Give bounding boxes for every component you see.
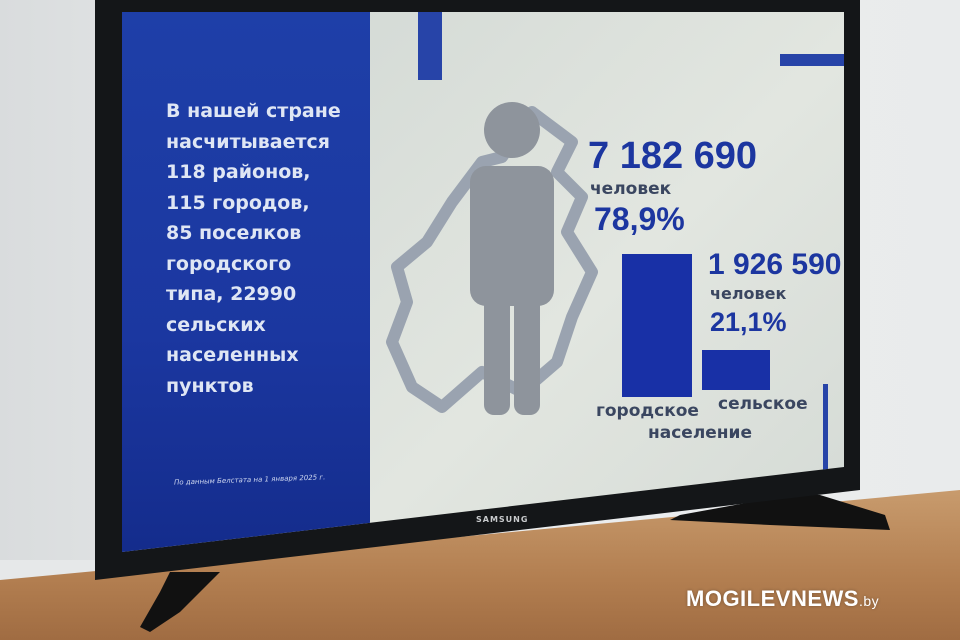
panel-line: 118 районов, xyxy=(166,161,311,183)
watermark-main: MOGILEVNEWS xyxy=(686,586,859,611)
panel-line: 85 поселков xyxy=(166,222,302,244)
deco-bar xyxy=(780,54,844,66)
bar-urban xyxy=(622,253,692,397)
tv-screen: В нашей стране насчитывается 118 районов… xyxy=(122,12,844,552)
panel-line: типа, 22990 xyxy=(166,283,297,305)
category-label-population: население xyxy=(648,423,752,443)
country-map-outline xyxy=(386,106,598,413)
urban-count: 7 182 690 xyxy=(588,135,758,177)
panel-line: пунктов xyxy=(166,374,254,397)
deco-bar xyxy=(823,384,828,474)
rural-count: 1 926 590 xyxy=(708,248,842,281)
panel-line: В нашей стране xyxy=(166,100,341,122)
panel-line: населенных xyxy=(166,344,299,366)
watermark: MOGILEVNEWS.by xyxy=(686,586,879,612)
deco-bar xyxy=(418,12,442,80)
source-note: По данным Белстата на 1 января 2025 г. xyxy=(173,473,326,487)
panel-line: насчитывается xyxy=(166,130,330,153)
rural-unit: человек xyxy=(710,284,787,303)
person-icon xyxy=(470,102,554,415)
panel-line: 115 городов, xyxy=(166,191,310,214)
tv-brand-logo: SAMSUNG xyxy=(476,515,529,524)
panel-line: городского xyxy=(166,252,292,275)
watermark-suffix: .by xyxy=(858,593,880,609)
urban-percent: 78,9% xyxy=(594,201,685,237)
bar-rural xyxy=(702,350,770,390)
panel-text: В нашей стране насчитывается 118 районов… xyxy=(166,96,341,401)
info-panel: В нашей стране насчитывается 118 районов… xyxy=(122,12,370,552)
category-label-urban: городское xyxy=(596,401,699,421)
panel-line: сельских xyxy=(166,313,266,336)
category-label-rural: сельское xyxy=(718,394,808,414)
rural-percent: 21,1% xyxy=(710,307,787,337)
urban-unit: человек xyxy=(590,179,672,199)
